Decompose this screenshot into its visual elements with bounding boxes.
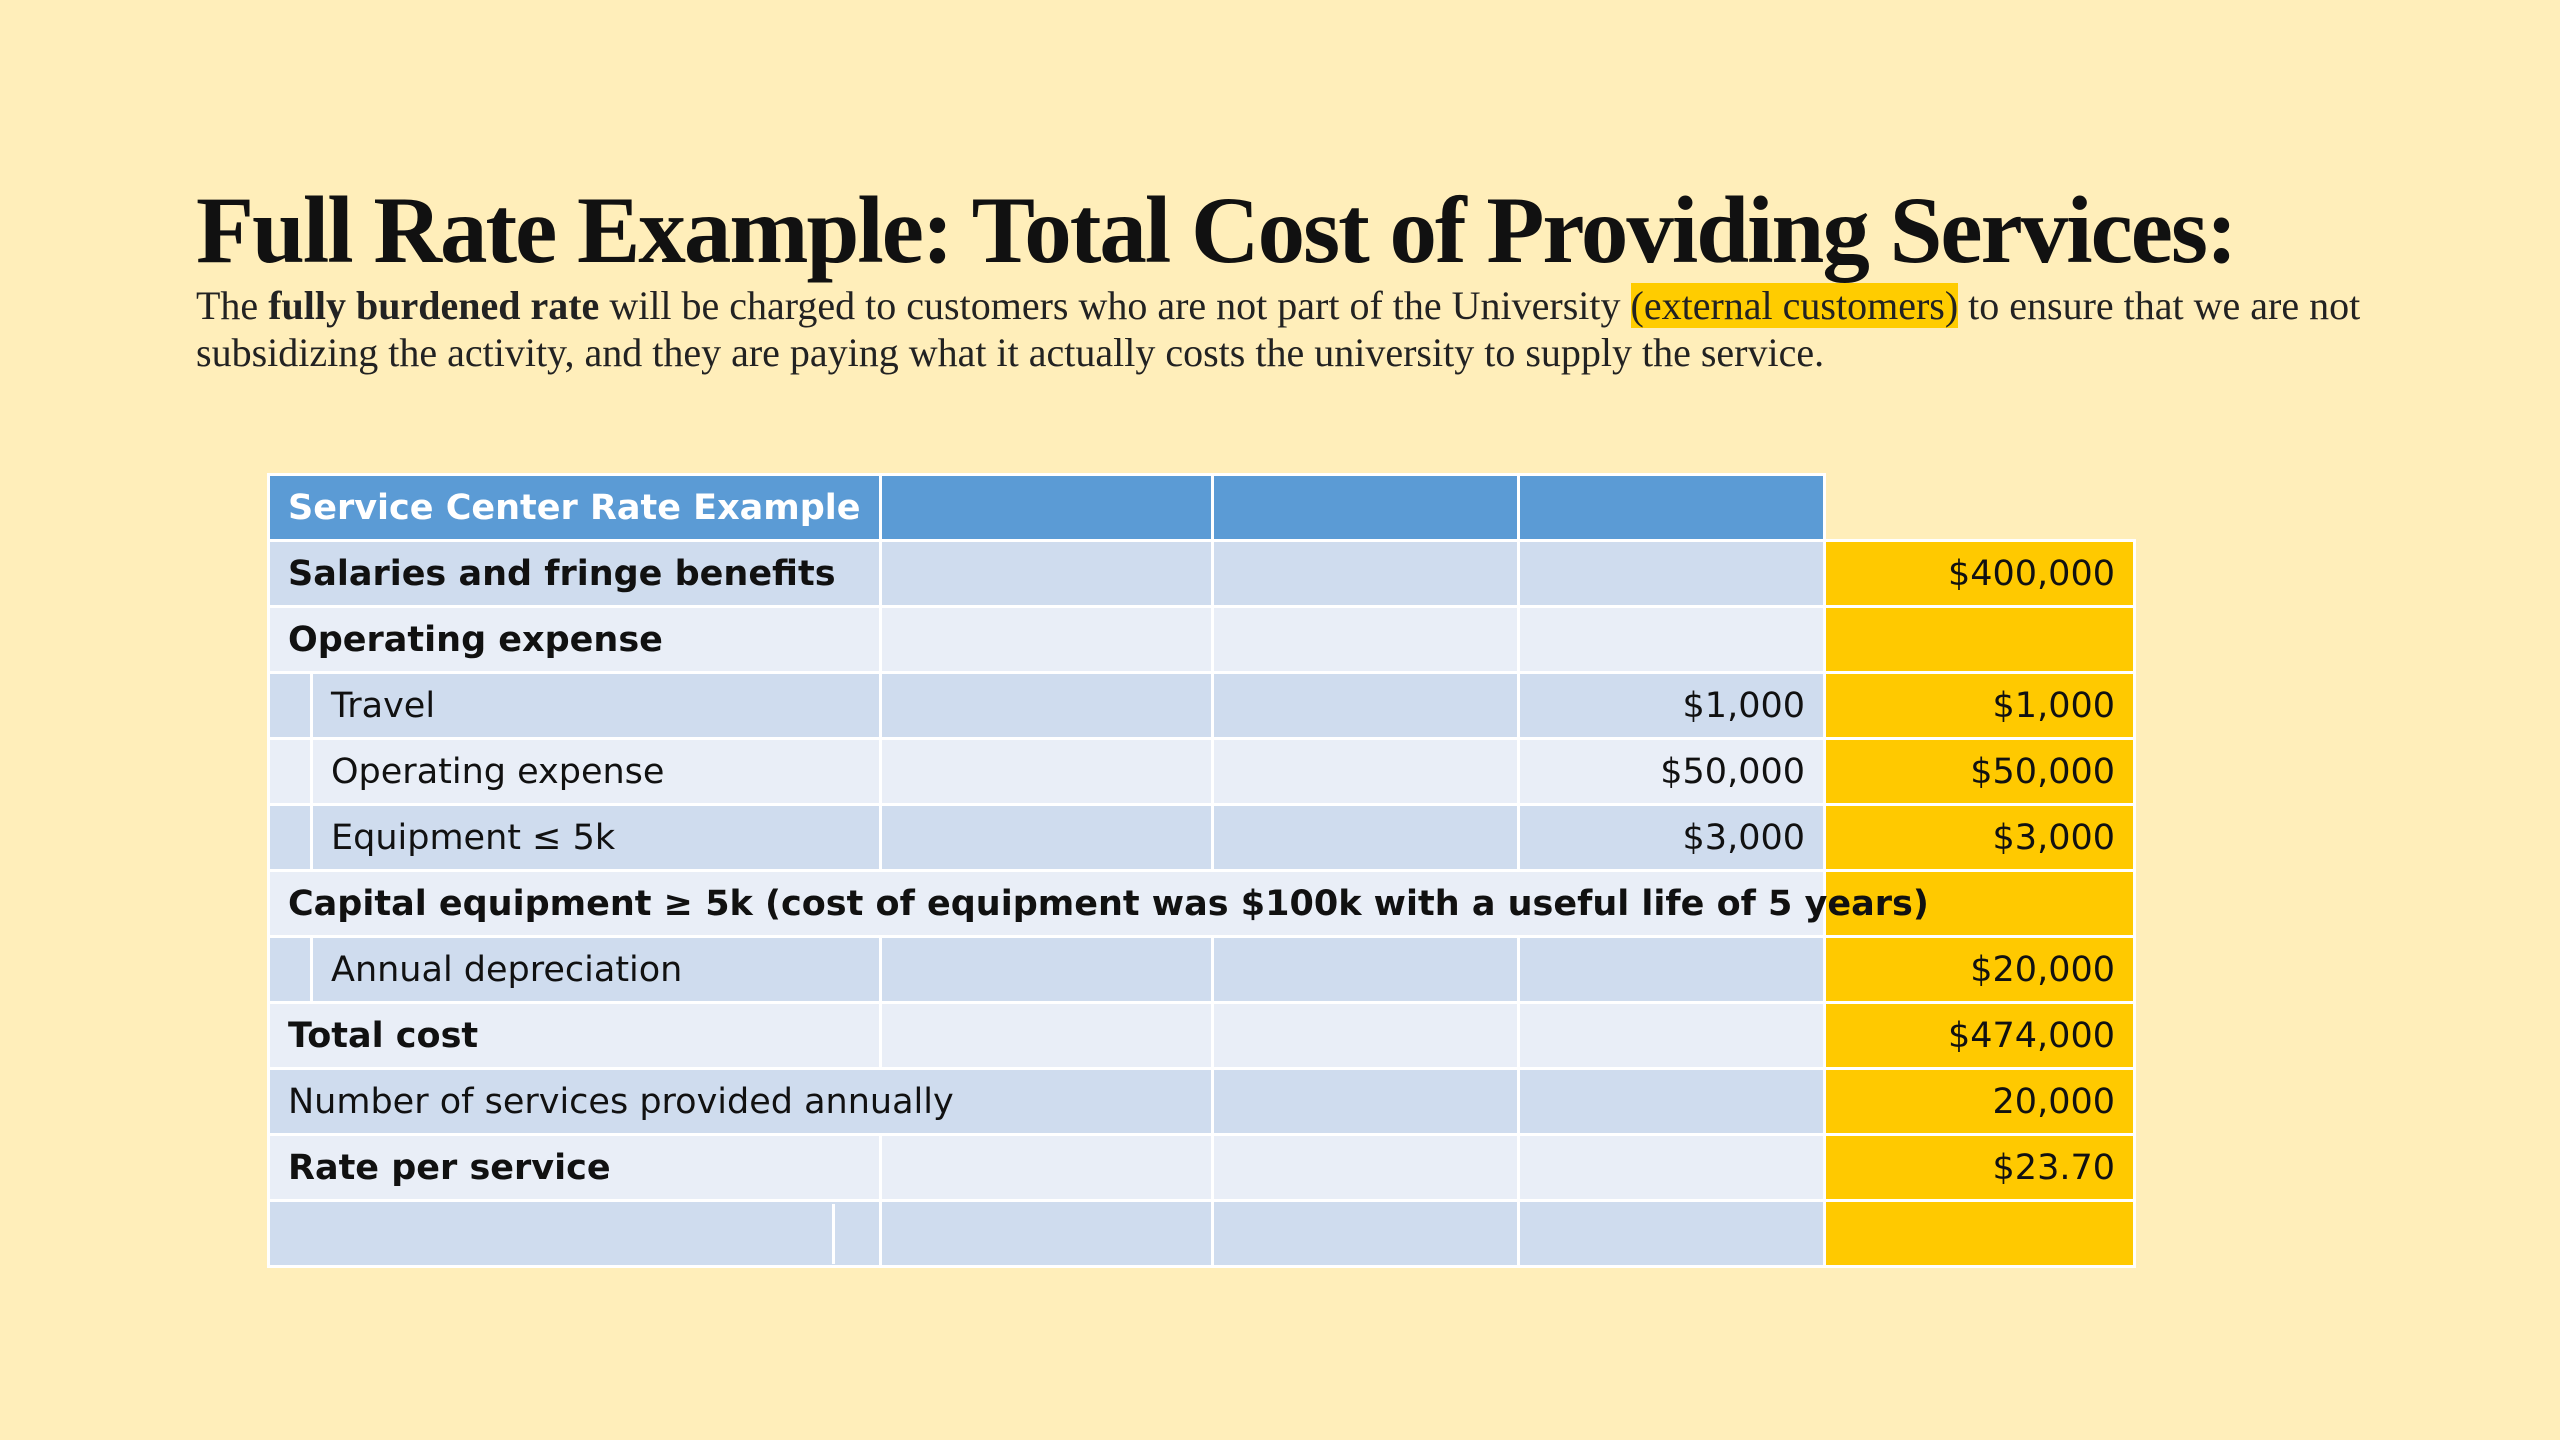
row-subtotal — [1517, 1001, 1826, 1070]
row-total: 20,000 — [1823, 1067, 2136, 1136]
subtitle-highlight: (external customers) — [1630, 283, 1959, 328]
table-cell — [879, 1001, 1214, 1070]
table-row: Salaries and fringe benefits $400,000 — [267, 539, 2136, 608]
table-cell — [1211, 1133, 1520, 1202]
table-cell — [879, 1133, 1214, 1202]
table-row: Total cost $474,000 — [267, 1001, 2136, 1070]
row-total: $1,000 — [1823, 671, 2136, 740]
table-cell — [879, 605, 1214, 674]
table-row: Operating expense $50,000 $50,000 — [267, 737, 2136, 806]
table-cell — [1823, 1199, 2136, 1268]
rate-table: Service Center Rate Example Salaries and… — [267, 473, 2136, 1268]
table-cell — [879, 737, 1214, 806]
table-row: Annual depreciation $20,000 — [267, 935, 2136, 1004]
subtitle-text-2: will be charged to customers who are not… — [599, 283, 1631, 328]
table-cell — [1211, 1199, 1520, 1268]
row-subtotal — [1517, 1067, 1826, 1136]
table-header-label: Service Center Rate Example — [267, 473, 882, 542]
table-header-cell — [1211, 473, 1520, 542]
table-header-cell — [879, 473, 1214, 542]
table-row-empty — [267, 1199, 2136, 1268]
table-cell — [879, 671, 1214, 740]
table-cell — [1211, 803, 1520, 872]
indent-cell — [267, 671, 313, 740]
row-label: Salaries and fringe benefits — [267, 539, 882, 608]
table-row: Rate per service $23.70 — [267, 1133, 2136, 1202]
row-total — [1823, 869, 2136, 938]
slide-title: Full Rate Example: Total Cost of Providi… — [196, 177, 2238, 283]
row-label: Total cost — [267, 1001, 882, 1070]
row-total: $23.70 — [1823, 1133, 2136, 1202]
row-subtotal — [1517, 605, 1826, 674]
table-cell — [1211, 1001, 1520, 1070]
table-cell — [267, 1199, 882, 1268]
row-total: $474,000 — [1823, 1001, 2136, 1070]
table-cell — [1211, 935, 1520, 1004]
table-cell — [1211, 605, 1520, 674]
row-label: Operating expense — [267, 605, 882, 674]
row-total: $400,000 — [1823, 539, 2136, 608]
row-label: Capital equipment ≥ 5k (cost of equipmen… — [267, 869, 1929, 938]
table-cell — [1211, 539, 1520, 608]
row-label: Annual depreciation — [310, 935, 882, 1004]
row-label: Equipment ≤ 5k — [310, 803, 882, 872]
table-row: Operating expense — [267, 605, 2136, 674]
table-header-row: Service Center Rate Example — [267, 473, 2135, 542]
table-cell — [1211, 737, 1520, 806]
subtitle-text-3: to ensure that we are not subsidizing th… — [196, 283, 2361, 375]
table-row: Travel $1,000 $1,000 — [267, 671, 2136, 740]
row-total: $20,000 — [1823, 935, 2136, 1004]
row-label: Rate per service — [267, 1133, 882, 1202]
indent-cell — [267, 737, 313, 806]
slide-subtitle: The fully burdened rate will be charged … — [196, 282, 2376, 376]
indent-cell — [267, 803, 313, 872]
row-subtotal — [1517, 935, 1826, 1004]
row-subtotal — [1517, 539, 1826, 608]
row-total — [1823, 605, 2136, 674]
table-cell — [879, 935, 1214, 1004]
row-label: Travel — [310, 671, 882, 740]
table-cell — [1211, 1067, 1520, 1136]
table-row: Capital equipment ≥ 5k (cost of equipmen… — [267, 869, 2136, 938]
row-subtotal: $1,000 — [1517, 671, 1826, 740]
table-cell — [879, 539, 1214, 608]
table-row: Equipment ≤ 5k $3,000 $3,000 — [267, 803, 2136, 872]
row-subtotal: $3,000 — [1517, 803, 1826, 872]
row-subtotal: $50,000 — [1517, 737, 1826, 806]
row-subtotal — [1517, 1133, 1826, 1202]
table-cell — [1517, 1199, 1826, 1268]
row-label: Number of services provided annually — [267, 1067, 1214, 1136]
table-row: Number of services provided annually 20,… — [267, 1067, 2136, 1136]
row-total: $3,000 — [1823, 803, 2136, 872]
row-label: Operating expense — [310, 737, 882, 806]
subtitle-bold-term: fully burdened rate — [268, 283, 600, 328]
table-cell — [1211, 671, 1520, 740]
table-cell — [879, 803, 1214, 872]
table-header-cell — [1517, 473, 1826, 542]
subtitle-text-1: The — [196, 283, 269, 328]
row-total: $50,000 — [1823, 737, 2136, 806]
table-cell — [879, 1199, 1214, 1268]
indent-cell — [267, 935, 313, 1004]
